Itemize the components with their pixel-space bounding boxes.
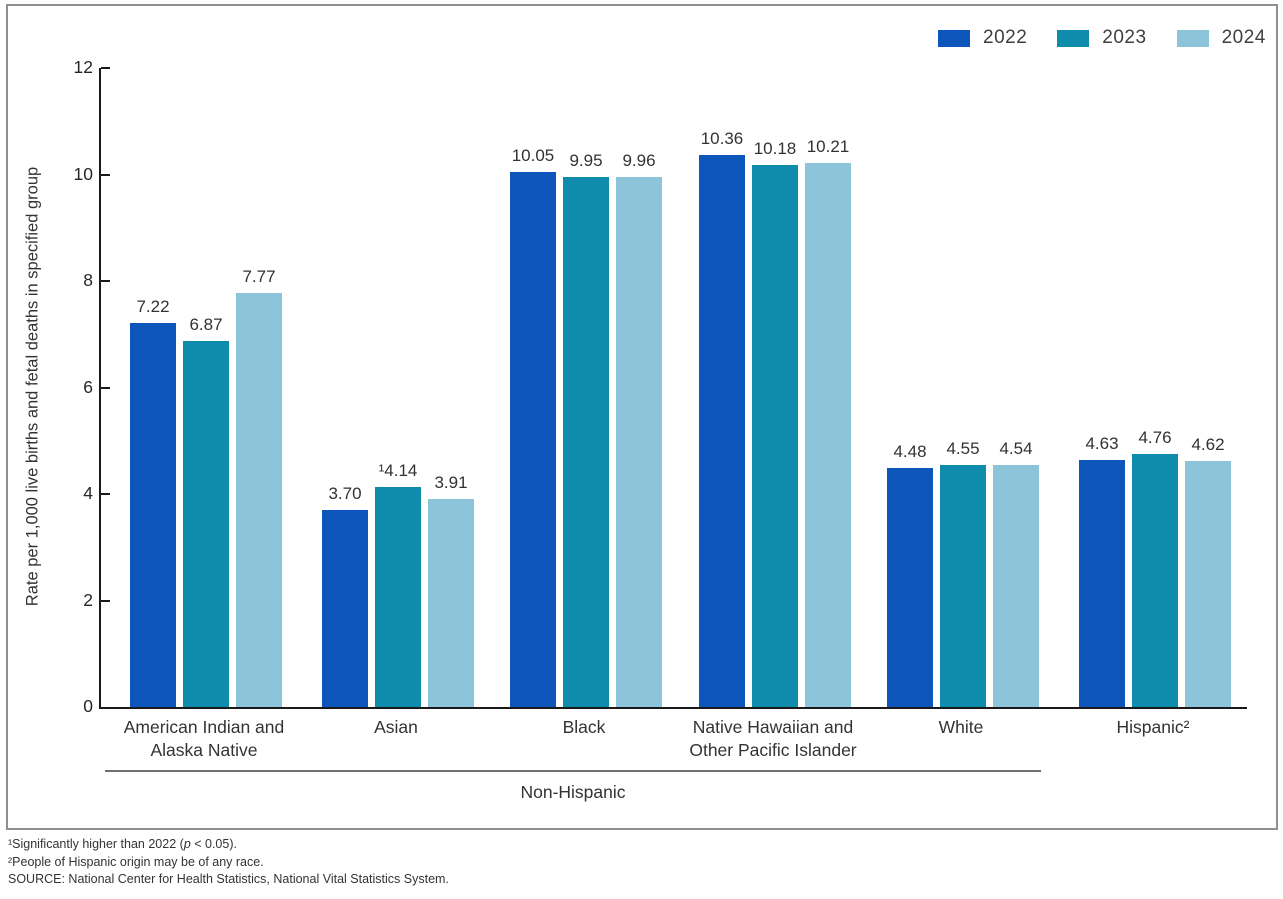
y-tick-mark xyxy=(101,67,110,69)
bar-value-label: 4.54 xyxy=(999,439,1033,459)
bar-2022-group2 xyxy=(322,509,368,707)
footnotes: ¹Significantly higher than 2022 (p < 0.0… xyxy=(8,836,449,889)
bar-2022-group4 xyxy=(699,155,745,707)
bar-2022-group5 xyxy=(887,468,933,707)
legend-swatch-2022 xyxy=(938,29,970,47)
legend-swatch-2023 xyxy=(1057,29,1090,47)
bar-value-label: 9.96 xyxy=(622,150,656,170)
y-tick-mark xyxy=(101,386,110,389)
legend: 2022 2023 2024 xyxy=(938,27,1266,49)
footnote-line: ¹Significantly higher than 2022 (p < 0.0… xyxy=(8,836,449,854)
bar-2022-group6 xyxy=(1079,460,1125,707)
y-tick-label: 6 xyxy=(83,376,93,397)
y-tick-mark xyxy=(101,599,110,602)
footnote-text: < 0.05). xyxy=(190,837,237,851)
category-label: Hispanic² xyxy=(1116,717,1190,737)
bar-value-label: 10.36 xyxy=(700,129,744,149)
bar-2023-group5 xyxy=(940,464,986,707)
bar-value-label: 10.21 xyxy=(806,137,850,157)
category-label: Black xyxy=(562,717,606,737)
bar-2024-group2 xyxy=(428,498,474,707)
bar-value-label: 3.91 xyxy=(434,472,468,492)
legend-swatch-2024 xyxy=(1176,29,1209,47)
non-hispanic-bracket-line xyxy=(105,770,1041,772)
y-tick-label: 8 xyxy=(83,270,93,290)
bar-value-label: 7.22 xyxy=(136,296,170,316)
y-tick-mark xyxy=(101,280,110,282)
bar-2024-group4 xyxy=(805,163,851,707)
bar-value-label: 4.62 xyxy=(1191,435,1225,454)
y-tick-label: 10 xyxy=(73,163,93,184)
legend-item-2022: 2022 xyxy=(938,27,1027,49)
bar-2022-group3 xyxy=(510,171,556,707)
y-tick-label: 2 xyxy=(83,589,93,610)
y-tick-label: 0 xyxy=(83,696,93,716)
footnote-text: ¹Significantly higher than 2022 ( xyxy=(8,837,184,851)
bar-2023-group2 xyxy=(375,486,421,707)
bar-value-label: 4.76 xyxy=(1138,427,1172,447)
footnote-text: ²People of Hispanic origin may be of any… xyxy=(8,854,264,869)
category-label: Native Hawaiian and Other Pacific Island… xyxy=(689,717,857,760)
legend-label: 2024 xyxy=(1221,27,1266,48)
footnote-italic-text: p xyxy=(183,837,191,851)
bar-value-label: 3.70 xyxy=(328,483,362,503)
category-label: Asian xyxy=(374,717,418,737)
bar-value-label: 9.95 xyxy=(569,151,603,171)
bar-2023-group4 xyxy=(752,164,798,707)
bar-value-label: 6.87 xyxy=(189,315,223,335)
bar-2023-group1 xyxy=(183,341,229,707)
bar-2023-group6 xyxy=(1132,453,1178,707)
category-label: White xyxy=(938,717,984,737)
footnote-line: SOURCE: National Center for Health Stati… xyxy=(8,871,449,889)
footnote-line: ²People of Hispanic origin may be of any… xyxy=(8,854,449,872)
bar-2024-group1 xyxy=(236,293,282,707)
bar-2023-group3 xyxy=(563,177,609,707)
non-hispanic-label: Non-Hispanic xyxy=(520,782,626,802)
legend-item-2024: 2024 xyxy=(1176,27,1266,49)
category-label: American Indian and Alaska Native xyxy=(123,717,285,760)
y-axis-title: Rate per 1,000 live births and fetal dea… xyxy=(23,166,42,607)
bar-value-label: 4.48 xyxy=(893,442,927,462)
y-tick-mark xyxy=(101,173,110,176)
legend-label: 2023 xyxy=(1102,27,1147,48)
bar-value-label: 7.77 xyxy=(242,267,276,287)
bar-2024-group5 xyxy=(993,465,1039,707)
plot-area: 0 2 4 6 8 10 12 7.22 6.87 7.77 3.70 ¹4.14 3.91 10.05 9… xyxy=(74,57,1247,716)
y-tick-label: 4 xyxy=(83,483,93,503)
y-tick-label: 12 xyxy=(73,57,93,77)
bar-value-label: ¹4.14 xyxy=(378,460,418,480)
footnote-text: SOURCE: National Center for Health Stati… xyxy=(8,872,449,886)
legend-item-2023: 2023 xyxy=(1057,27,1146,49)
bar-2024-group3 xyxy=(616,176,662,707)
y-tick-mark xyxy=(101,493,110,495)
bar-value-label: 4.63 xyxy=(1085,434,1119,454)
bar-value-label: 10.18 xyxy=(753,138,797,158)
bar-value-label: 10.05 xyxy=(511,145,555,165)
bar-2024-group6 xyxy=(1185,461,1231,707)
bar-value-label: 4.55 xyxy=(946,438,980,458)
x-axis-labels: American Indian and Alaska Native Asian Bl… xyxy=(99,716,1245,766)
legend-label: 2022 xyxy=(983,27,1028,48)
bar-2022-group1 xyxy=(130,322,176,707)
